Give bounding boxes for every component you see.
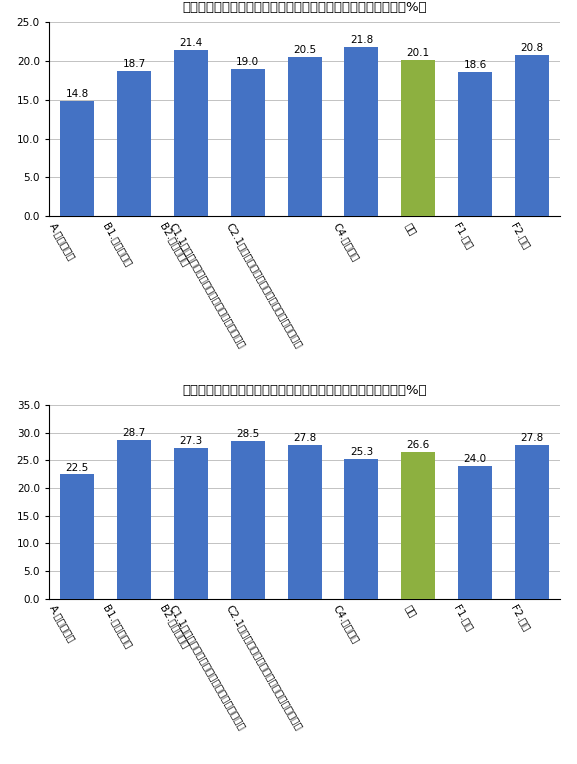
Bar bbox=[344, 47, 379, 216]
Bar bbox=[344, 459, 379, 598]
Text: 20.8: 20.8 bbox=[520, 43, 544, 53]
Bar bbox=[117, 71, 151, 216]
Text: 20.5: 20.5 bbox=[293, 45, 316, 55]
Text: 21.8: 21.8 bbox=[350, 35, 373, 45]
Text: 26.6: 26.6 bbox=[407, 440, 430, 450]
Bar bbox=[287, 57, 321, 216]
Text: 24.0: 24.0 bbox=[463, 455, 486, 465]
Bar bbox=[174, 50, 208, 216]
Bar bbox=[515, 55, 549, 216]
Title: 雇用形態別：転勤・異動に対する補償（最低補償率の平均値、%）: 雇用形態別：転勤・異動に対する補償（最低補償率の平均値、%） bbox=[182, 384, 427, 397]
Bar bbox=[174, 448, 208, 598]
Bar bbox=[231, 69, 265, 216]
Bar bbox=[515, 445, 549, 598]
Text: 18.7: 18.7 bbox=[122, 59, 146, 69]
Text: 27.3: 27.3 bbox=[179, 436, 203, 446]
Bar bbox=[401, 452, 435, 598]
Title: 雇用形態別：不安定雇用に対する補償（最低補償率の平均値、%）: 雇用形態別：不安定雇用に対する補償（最低補償率の平均値、%） bbox=[182, 2, 427, 15]
Bar bbox=[117, 440, 151, 598]
Bar bbox=[458, 466, 492, 598]
Bar bbox=[458, 72, 492, 216]
Text: 22.5: 22.5 bbox=[66, 462, 89, 473]
Text: 25.3: 25.3 bbox=[350, 447, 373, 457]
Text: 27.8: 27.8 bbox=[293, 433, 316, 443]
Text: 21.4: 21.4 bbox=[179, 38, 203, 48]
Text: 18.6: 18.6 bbox=[463, 60, 487, 70]
Text: 19.0: 19.0 bbox=[236, 57, 259, 66]
Bar bbox=[60, 474, 94, 598]
Text: 27.8: 27.8 bbox=[520, 433, 544, 443]
Bar bbox=[60, 102, 94, 216]
Text: 28.7: 28.7 bbox=[122, 429, 146, 439]
Bar bbox=[401, 60, 435, 216]
Bar bbox=[231, 441, 265, 598]
Text: 28.5: 28.5 bbox=[236, 429, 260, 439]
Text: 14.8: 14.8 bbox=[66, 89, 89, 99]
Bar bbox=[287, 445, 321, 598]
Text: 20.1: 20.1 bbox=[407, 48, 430, 58]
